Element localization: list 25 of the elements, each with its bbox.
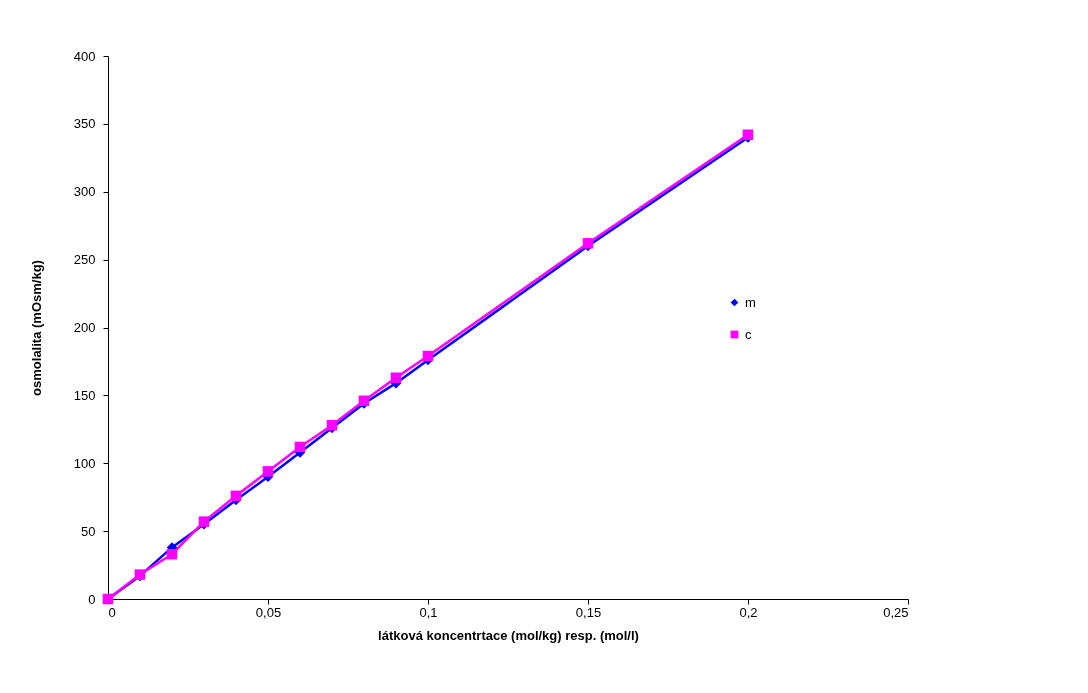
- y-axis-title: osmolalita (mOsm/kg): [28, 260, 44, 396]
- point: [166, 548, 178, 560]
- y-tick-label: 100: [73, 455, 96, 471]
- y-tick-label: 200: [73, 320, 96, 335]
- x-tick-label: 0,15: [575, 604, 602, 620]
- x-tick-label: 0,05: [255, 604, 282, 620]
- point: [230, 490, 242, 502]
- y-tick-label: 350: [73, 116, 96, 132]
- point: [390, 372, 402, 383]
- point: [262, 466, 274, 477]
- x-tick-label: 0: [108, 604, 116, 620]
- point: [422, 350, 434, 362]
- y-tick-label: 400: [73, 48, 96, 64]
- x-axis-title: látková koncentrtace (mol/kg) resp. (mol/l): [378, 627, 639, 643]
- legend-label: m: [745, 294, 756, 310]
- legend-label: c: [745, 326, 752, 342]
- y-tick-label: 300: [73, 184, 96, 200]
- point: [294, 441, 306, 453]
- y-tick-label: 150: [73, 387, 96, 403]
- x-tick-label: 0,25: [883, 604, 909, 620]
- y-tick-label: 0: [88, 591, 96, 607]
- x-tick-label: 0,2: [739, 604, 758, 620]
- x-tick-label: 0,1: [419, 604, 438, 620]
- y-tick-label: 250: [73, 252, 96, 268]
- y-tick-label: 50: [81, 523, 96, 539]
